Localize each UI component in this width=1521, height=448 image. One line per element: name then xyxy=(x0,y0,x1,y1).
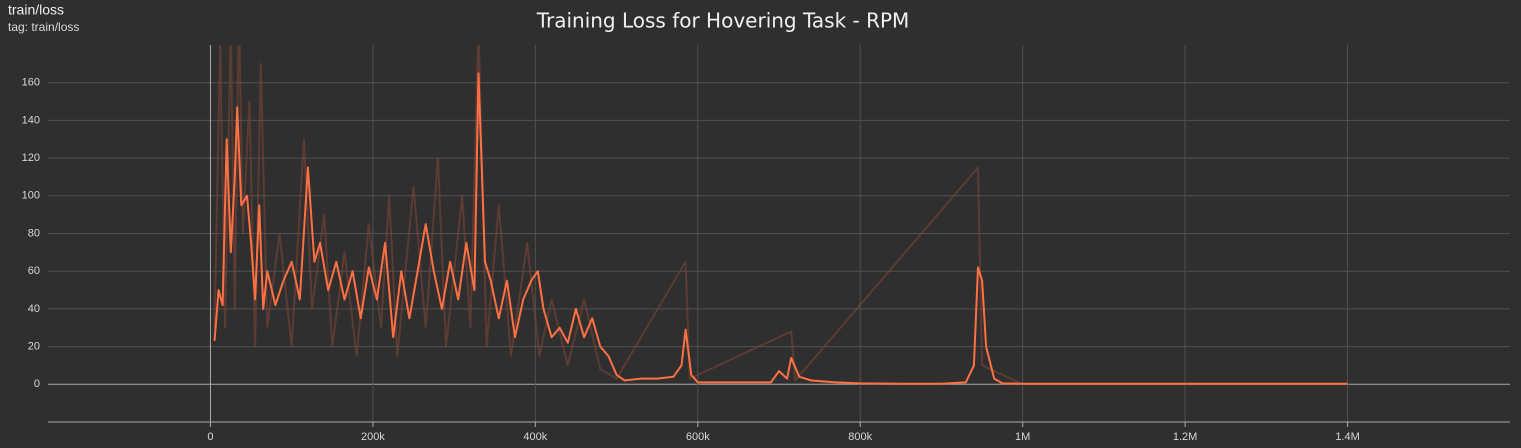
x-tick-label: 0 xyxy=(207,431,213,443)
x-tick-label: 400k xyxy=(523,431,547,443)
y-tick-label: 120 xyxy=(22,152,40,164)
chart-title: Training Loss for Hovering Task - RPM xyxy=(536,9,910,33)
x-tick-label: 800k xyxy=(848,431,872,443)
y-tick-label: 140 xyxy=(22,114,40,126)
y-tick-label: 20 xyxy=(28,341,40,353)
x-tick-label: 1.4M xyxy=(1335,431,1359,443)
y-tick-label: 100 xyxy=(22,190,40,202)
loss-line xyxy=(213,72,1348,385)
y-tick-label: 80 xyxy=(28,227,40,239)
x-tick-label: 600k xyxy=(686,431,710,443)
plot-area xyxy=(213,45,1348,386)
x-tick-label: 1M xyxy=(1015,431,1030,443)
y-tick-label: 40 xyxy=(28,303,40,315)
x-tick-label: 200k xyxy=(361,431,385,443)
x-tick-label: 1.2M xyxy=(1173,431,1197,443)
y-tick-label: 160 xyxy=(22,77,40,89)
card-tag: tag: train/loss xyxy=(8,20,79,34)
y-tick-label: 0 xyxy=(34,378,40,390)
card-name: train/loss xyxy=(8,2,64,18)
y-tick-label: 60 xyxy=(28,265,40,277)
